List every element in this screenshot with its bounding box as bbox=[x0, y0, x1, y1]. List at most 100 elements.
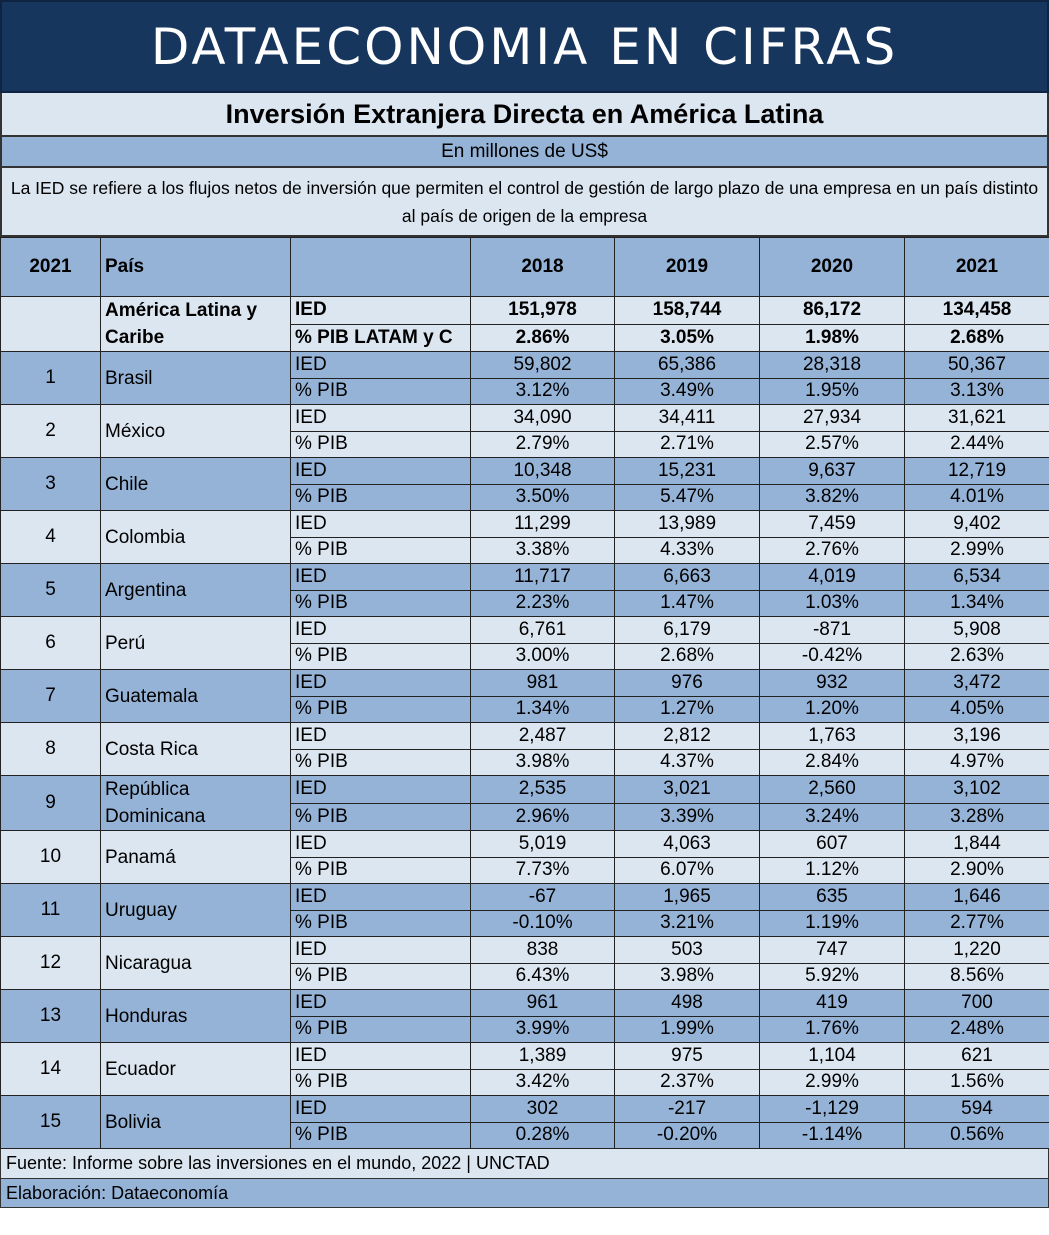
metric-label: % PIB bbox=[290, 377, 471, 405]
metric-label: IED bbox=[290, 936, 471, 964]
country-cell: México bbox=[100, 404, 291, 458]
country-row-ied: 5 Argentina IED 11,717 6,663 4,019 6,534 bbox=[0, 563, 1049, 617]
rank-cell: 9 bbox=[0, 775, 101, 831]
value-cell: 2.99% bbox=[904, 536, 1049, 564]
value-cell: 302 bbox=[470, 1095, 615, 1123]
rank-cell: 14 bbox=[0, 1042, 101, 1096]
value-cell: 2.86% bbox=[470, 323, 615, 352]
country-row-pib: % PIB 3.50% 5.47% 3.82% 4.01% bbox=[1, 483, 1049, 511]
value-cell: 1,646 bbox=[904, 883, 1049, 911]
value-cell: 4.37% bbox=[614, 748, 760, 776]
source-note: Fuente: Informe sobre las inversiones en… bbox=[0, 1149, 1049, 1179]
value-cell: 1.34% bbox=[904, 589, 1049, 617]
value-cell: 2.77% bbox=[904, 909, 1049, 937]
value-cell: 4,019 bbox=[759, 563, 905, 591]
rank-cell: 7 bbox=[0, 669, 101, 723]
value-cell: -67 bbox=[470, 883, 615, 911]
metric-label: IED bbox=[290, 510, 471, 538]
value-cell: 9,402 bbox=[904, 510, 1049, 538]
value-cell: 8.56% bbox=[904, 962, 1049, 990]
country-row-pib: % PIB 2.96% 3.39% 3.24% 3.28% bbox=[1, 802, 1049, 831]
country-row-pib: % PIB 3.00% 2.68% -0.42% 2.63% bbox=[1, 642, 1049, 670]
metric-label: IED bbox=[290, 883, 471, 911]
rank-cell: 15 bbox=[0, 1095, 101, 1149]
value-cell: 134,458 bbox=[904, 296, 1049, 325]
value-cell: 975 bbox=[614, 1042, 760, 1070]
country-cell: Perú bbox=[100, 616, 291, 670]
value-cell: 3.99% bbox=[470, 1015, 615, 1043]
value-cell: 5.92% bbox=[759, 962, 905, 990]
value-cell: 7,459 bbox=[759, 510, 905, 538]
value-cell: 10,348 bbox=[470, 457, 615, 485]
country-cell: Bolivia bbox=[100, 1095, 291, 1149]
header-year: 2019 bbox=[614, 237, 760, 297]
country-row-pib: % PIB 2.23% 1.47% 1.03% 1.34% bbox=[1, 589, 1049, 617]
country-row-pib: % PIB 3.99% 1.99% 1.76% 2.48% bbox=[1, 1015, 1049, 1043]
value-cell: 1.12% bbox=[759, 856, 905, 884]
value-cell: 2.79% bbox=[470, 430, 615, 458]
value-cell: 1.03% bbox=[759, 589, 905, 617]
country-cell: Argentina bbox=[100, 563, 291, 617]
metric-label: % PIB bbox=[290, 1015, 471, 1043]
metric-label: IED bbox=[290, 457, 471, 485]
page-title: Inversión Extranjera Directa en América … bbox=[0, 93, 1049, 137]
value-cell: 12,719 bbox=[904, 457, 1049, 485]
value-cell: 3.49% bbox=[614, 377, 760, 405]
country-cell: Panamá bbox=[100, 830, 291, 884]
value-cell: 1.99% bbox=[614, 1015, 760, 1043]
value-cell: 2,560 bbox=[759, 775, 905, 804]
rank-cell: 8 bbox=[0, 722, 101, 776]
units-subtitle: En millones de US$ bbox=[0, 137, 1049, 168]
metric-label: % PIB bbox=[290, 856, 471, 884]
value-cell: 3.13% bbox=[904, 377, 1049, 405]
value-cell: 635 bbox=[759, 883, 905, 911]
metric-label: % PIB bbox=[290, 802, 471, 831]
value-cell: -871 bbox=[759, 616, 905, 644]
header-year: 2021 bbox=[904, 237, 1049, 297]
rank-cell: 11 bbox=[0, 883, 101, 937]
metric-label: IED bbox=[290, 351, 471, 379]
country-cell: Brasil bbox=[100, 351, 291, 405]
metric-label: IED bbox=[290, 669, 471, 697]
country-row-ied: 13 Honduras IED 961 498 419 700 bbox=[0, 989, 1049, 1043]
metric-label: IED bbox=[290, 616, 471, 644]
country-row-ied: 9 República Dominicana IED 2,535 3,021 2,560 3… bbox=[0, 775, 1049, 831]
table-header: 2021 País 2018 2019 2020 2021 bbox=[0, 237, 1049, 297]
rank-cell: 2 bbox=[0, 404, 101, 458]
country-row-ied: 3 Chile IED 10,348 15,231 9,637 12,719 bbox=[0, 457, 1049, 511]
rank-cell: 13 bbox=[0, 989, 101, 1043]
value-cell: 5,019 bbox=[470, 830, 615, 858]
metric-label: IED bbox=[290, 296, 471, 325]
value-cell: 31,621 bbox=[904, 404, 1049, 432]
metric-label: IED bbox=[290, 722, 471, 750]
value-cell: 34,411 bbox=[614, 404, 760, 432]
value-cell: 1,104 bbox=[759, 1042, 905, 1070]
value-cell: 2.99% bbox=[759, 1068, 905, 1096]
total-row-ied: América Latina y Caribe IED 151,978 158,… bbox=[0, 296, 1049, 352]
value-cell: 3.05% bbox=[614, 323, 760, 352]
value-cell: 981 bbox=[470, 669, 615, 697]
rank-cell: 4 bbox=[0, 510, 101, 564]
header-country: País bbox=[100, 237, 291, 297]
country-cell: Honduras bbox=[100, 989, 291, 1043]
value-cell: 11,299 bbox=[470, 510, 615, 538]
value-cell: 1.56% bbox=[904, 1068, 1049, 1096]
value-cell: 1,389 bbox=[470, 1042, 615, 1070]
country-row-ied: 14 Ecuador IED 1,389 975 1,104 621 bbox=[0, 1042, 1049, 1096]
value-cell: 3.50% bbox=[470, 483, 615, 511]
total-row-pib: % PIB LATAM y C 2.86% 3.05% 1.98% 2.68% bbox=[1, 323, 1049, 352]
country-row-ied: 7 Guatemala IED 981 976 932 3,472 bbox=[0, 669, 1049, 723]
value-cell: 6,663 bbox=[614, 563, 760, 591]
value-cell: 50,367 bbox=[904, 351, 1049, 379]
country-cell: Nicaragua bbox=[100, 936, 291, 990]
value-cell: 4.01% bbox=[904, 483, 1049, 511]
value-cell: 5,908 bbox=[904, 616, 1049, 644]
country-row-ied: 8 Costa Rica IED 2,487 2,812 1,763 3,196 bbox=[0, 722, 1049, 776]
metric-label: % PIB LATAM y C bbox=[290, 323, 471, 352]
value-cell: 28,318 bbox=[759, 351, 905, 379]
header-year: 2020 bbox=[759, 237, 905, 297]
total-country: América Latina y Caribe bbox=[100, 296, 291, 352]
rank-cell: 3 bbox=[0, 457, 101, 511]
value-cell: 65,386 bbox=[614, 351, 760, 379]
value-cell: 6.43% bbox=[470, 962, 615, 990]
